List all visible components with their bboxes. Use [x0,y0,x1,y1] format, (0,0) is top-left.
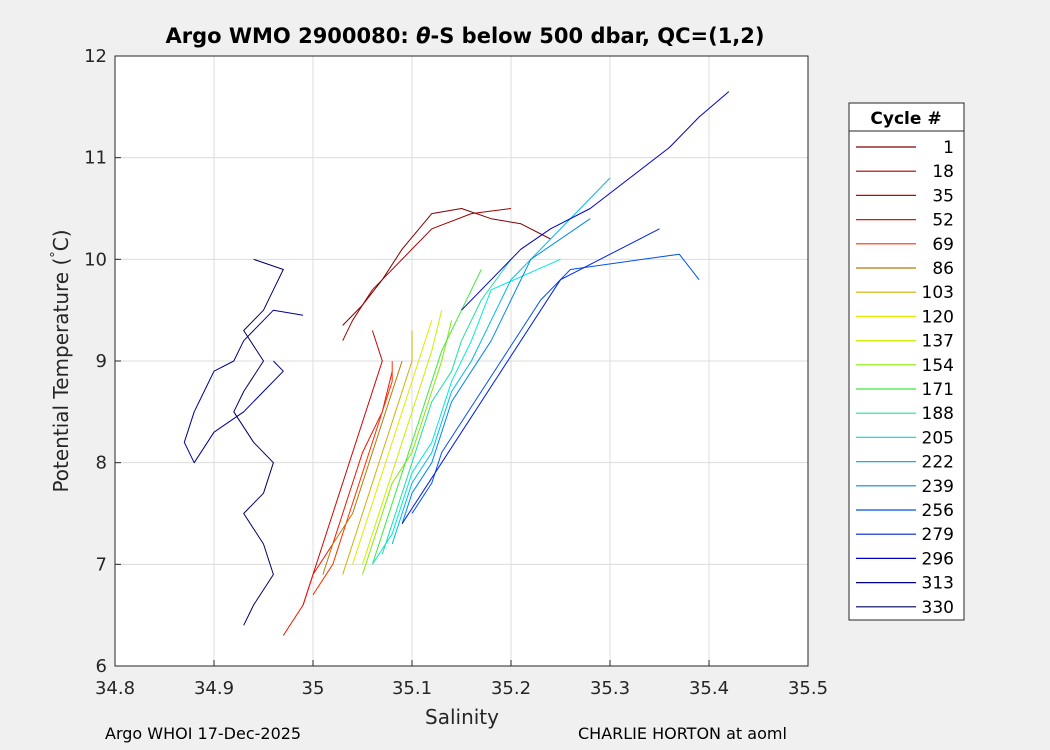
series-line-17 [461,91,730,311]
x-tick-label: 35.5 [788,678,828,699]
legend-label: 120 [922,307,954,327]
axis-ticks: 34.8 34.9 35 35.1 35.2 35.3 35.4 35.5 6 7 8 9 10 11 12 [84,46,828,699]
series-line-6 [342,330,413,575]
legend-label: 69 [932,235,954,255]
title-theta: θ [416,24,431,48]
series-line-2 [302,330,383,606]
series-line-15 [411,253,700,514]
legend-label: 154 [922,356,954,376]
legend-label: 35 [932,186,954,206]
series-line-3 [282,371,393,636]
legend-label: 188 [922,404,954,424]
series-line-10 [371,269,482,565]
legend-label: 86 [932,259,954,279]
y-label-prefix: Potential Temperature ( [49,258,73,493]
y-tick-label: 11 [84,148,107,169]
x-tick-label: 35.1 [392,678,432,699]
series-line-11 [381,259,512,555]
title-prefix: Argo WMO 2900080: [165,24,417,48]
series-line-16 [401,228,660,524]
legend-label: 256 [922,501,954,521]
x-tick-label: 34.8 [95,678,135,699]
series-line-4 [312,361,393,596]
legend-entries: 1 18 35 52 69 86 103 120 137 154 171 188 205 222 239 25… [856,138,954,618]
y-tick-label: 8 [96,453,107,474]
series-line-18 [183,309,304,464]
legend-label: 239 [922,477,954,497]
series-line-5 [322,360,403,575]
legend-label: 171 [922,380,954,400]
y-tick-label: 7 [96,554,107,575]
y-axis-label: Potential Temperature (°C) [49,229,73,492]
series-line-13 [391,177,611,545]
series-line-1 [342,208,512,341]
y-tick-label: 10 [84,249,107,270]
legend-label: 279 [922,525,954,545]
legend-label: 52 [932,211,954,231]
legend-label: 18 [932,162,954,182]
legend-label: 330 [922,598,954,618]
legend-label: 1 [943,138,954,158]
series-line-19 [233,258,284,626]
legend-label: 313 [922,574,954,594]
title-suffix: -S below 500 dbar, QC=(1,2) [430,24,765,48]
legend: Cycle # 1 18 35 52 69 86 103 120 137 154 171 188 205… [848,102,965,621]
y-tick-label: 9 [96,351,107,372]
x-tick-label: 35.4 [689,678,729,699]
y-label-suffix: C) [49,229,73,251]
legend-label: 222 [922,453,954,473]
y-label-degree: ° [49,251,64,258]
legend-label: 205 [922,428,954,448]
legend-title: Cycle # [870,109,941,129]
chart-title: Argo WMO 2900080: θ-S below 500 dbar, QC… [0,24,930,48]
x-tick-label: 35 [302,678,325,699]
series-line-9 [362,320,453,575]
legend-label: 137 [922,332,954,352]
series-line-14 [401,218,591,524]
x-tick-label: 35.2 [491,678,531,699]
series-line-0 [342,208,551,326]
x-axis-label: Salinity [425,705,499,729]
footer-operator: CHARLIE HORTON at aoml [578,724,787,743]
legend-label: 296 [922,549,954,569]
series-line-12 [371,258,561,565]
series-line-8 [362,310,443,565]
series-line-7 [352,320,433,565]
series-layer [183,91,730,636]
y-tick-label: 12 [84,46,107,67]
legend-label: 103 [922,283,954,303]
x-tick-label: 35.3 [590,678,630,699]
y-tick-label: 6 [96,656,107,677]
footer-source: Argo WHOI 17-Dec-2025 [105,724,302,743]
x-tick-label: 34.9 [194,678,234,699]
